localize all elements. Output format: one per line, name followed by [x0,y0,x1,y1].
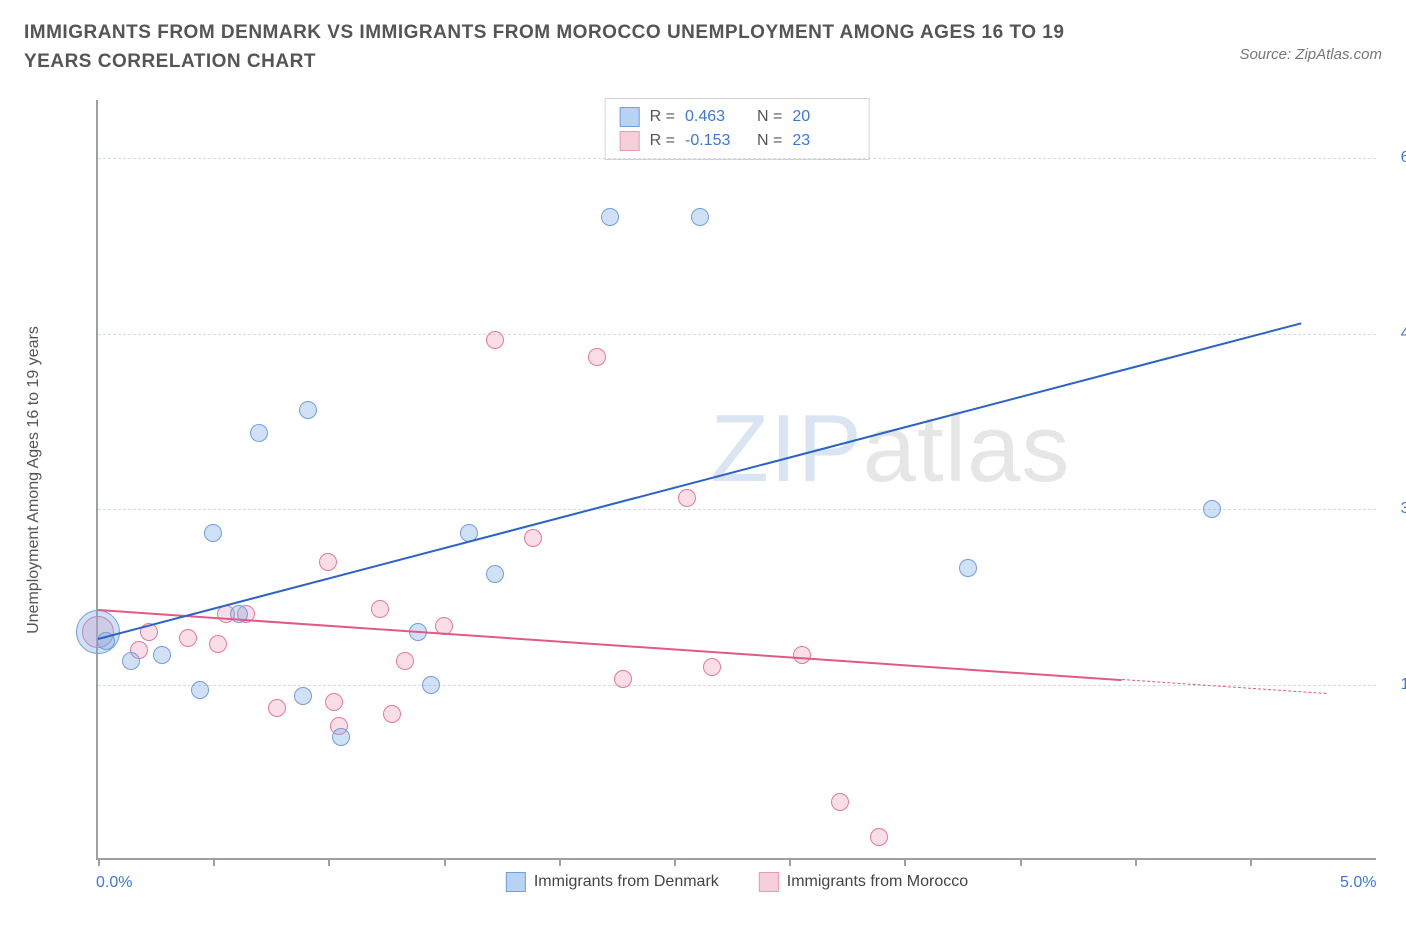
trend-line-pink-extrap [1122,679,1327,694]
data-point-pink [268,699,286,717]
x-tick [444,858,446,866]
x-tick [559,858,561,866]
legend-stats: R = 0.463 N = 20 R = -0.153 N = 23 [605,98,870,160]
swatch-blue-icon [506,872,526,892]
data-point-pink [371,600,389,618]
data-point-blue [601,208,619,226]
gridline [98,158,1376,159]
data-point-blue [332,728,350,746]
legend-stats-row-morocco: R = -0.153 N = 23 [620,129,855,153]
plot-area: ZIPatlas R = 0.463 N = 20 R = -0.153 N =… [96,100,1376,860]
data-point-blue [191,681,209,699]
data-point-pink [383,705,401,723]
x-tick [98,858,100,866]
gridline [98,509,1376,510]
data-point-pink [209,635,227,653]
gridline [98,334,1376,335]
data-point-pink [831,793,849,811]
x-min-label: 0.0% [96,874,132,892]
x-tick [328,858,330,866]
y-axis-title: Unemployment Among Ages 16 to 19 years [25,326,43,634]
y-tick-label: 60.0% [1386,149,1406,167]
legend-label: Immigrants from Denmark [534,873,719,891]
legend-series: Immigrants from Denmark Immigrants from … [506,872,968,892]
data-point-pink [588,348,606,366]
data-point-pink [678,489,696,507]
x-tick [674,858,676,866]
data-point-pink [614,670,632,688]
swatch-pink-icon [620,131,640,151]
data-point-pink [325,693,343,711]
data-point-blue [959,559,977,577]
x-tick [1135,858,1137,866]
trend-line-blue [98,322,1302,640]
source-label: Source: ZipAtlas.com [1239,18,1382,63]
legend-item-denmark: Immigrants from Denmark [506,872,719,892]
data-point-pink [179,629,197,647]
data-point-pink [870,828,888,846]
x-tick [213,858,215,866]
data-point-pink [396,652,414,670]
data-point-blue [486,565,504,583]
data-point-pink [486,331,504,349]
chart-title: IMMIGRANTS FROM DENMARK VS IMMIGRANTS FR… [24,18,1124,77]
watermark: ZIPatlas [710,394,1070,504]
data-point-pink [524,529,542,547]
legend-label: Immigrants from Morocco [787,873,968,891]
data-point-blue [294,687,312,705]
data-point-blue [204,524,222,542]
legend-item-morocco: Immigrants from Morocco [759,872,968,892]
x-tick [1250,858,1252,866]
y-tick-label: 30.0% [1386,500,1406,518]
trend-line-pink [98,609,1122,681]
x-tick [904,858,906,866]
swatch-blue-icon [620,107,640,127]
y-tick-label: 15.0% [1386,676,1406,694]
data-point-pink [703,658,721,676]
y-tick-label: 45.0% [1386,325,1406,343]
data-point-pink [319,553,337,571]
data-point-blue [299,401,317,419]
legend-stats-row-denmark: R = 0.463 N = 20 [620,105,855,129]
data-point-blue [153,646,171,664]
swatch-pink-icon [759,872,779,892]
x-tick [1020,858,1022,866]
gridline [98,685,1376,686]
data-point-blue [691,208,709,226]
x-max-label: 5.0% [1340,874,1376,892]
data-point-blue [422,676,440,694]
data-point-blue [76,610,120,654]
data-point-blue [250,424,268,442]
data-point-pink [793,646,811,664]
data-point-blue [122,652,140,670]
x-tick [789,858,791,866]
data-point-blue [1203,500,1221,518]
